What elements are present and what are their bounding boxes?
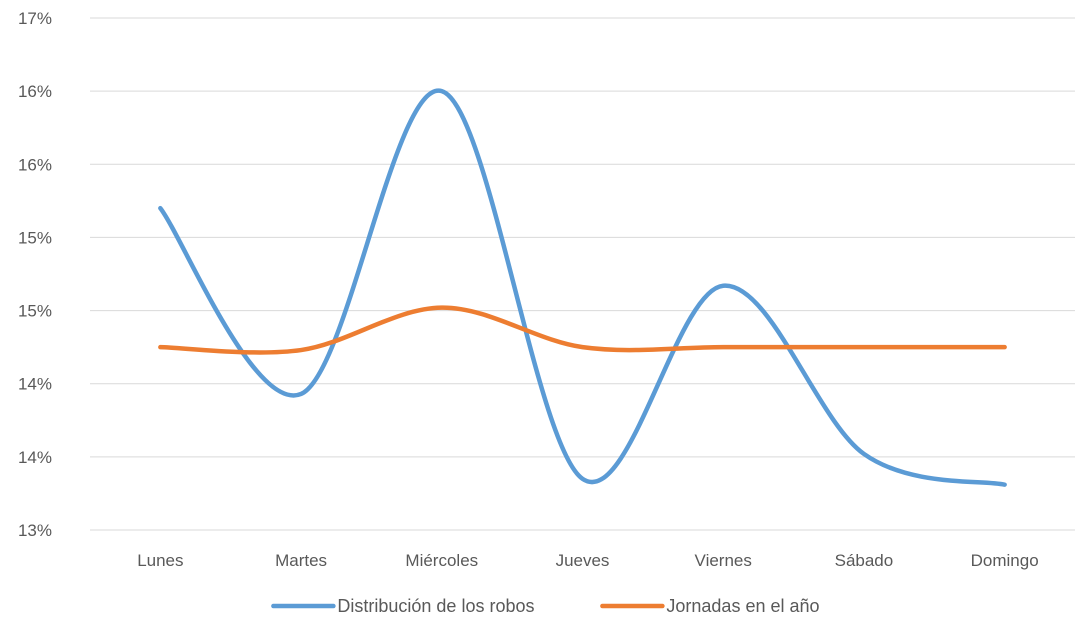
- y-tick-label: 14%: [18, 375, 52, 394]
- series-line-distribucion-de-los-robos: [158, 88, 1007, 487]
- gridlines: [90, 17, 1075, 531]
- legend: Distribución de los robos Jornadas en el …: [271, 596, 820, 616]
- y-tick-label: 16%: [18, 155, 52, 174]
- x-tick-label: Domingo: [971, 551, 1039, 570]
- x-tick-label: Viernes: [695, 551, 752, 570]
- x-tick-label: Lunes: [137, 551, 183, 570]
- y-axis-tick-labels: 13% 14% 14% 15% 15% 16% 16% 17%: [18, 9, 52, 540]
- y-tick-label: 15%: [18, 228, 52, 247]
- x-axis-tick-labels: Lunes Martes Miércoles Jueves Viernes Sábado D…: [137, 551, 1038, 570]
- y-tick-label: 17%: [18, 9, 52, 28]
- y-tick-label: 15%: [18, 302, 52, 321]
- legend-label-distribucion-de-los-robos: Distribución de los robos: [337, 596, 534, 616]
- x-tick-label: Martes: [275, 551, 327, 570]
- x-tick-label: Sábado: [835, 551, 894, 570]
- series-line-jornadas-en-el-ano: [158, 305, 1007, 355]
- y-tick-label: 13%: [18, 521, 52, 540]
- x-tick-label: Miércoles: [405, 551, 478, 570]
- y-tick-label: 16%: [18, 82, 52, 101]
- legend-label-jornadas-en-el-ano: Jornadas en el año: [666, 596, 819, 616]
- y-tick-label: 14%: [18, 448, 52, 467]
- x-tick-label: Jueves: [556, 551, 610, 570]
- series-lines: [158, 88, 1007, 487]
